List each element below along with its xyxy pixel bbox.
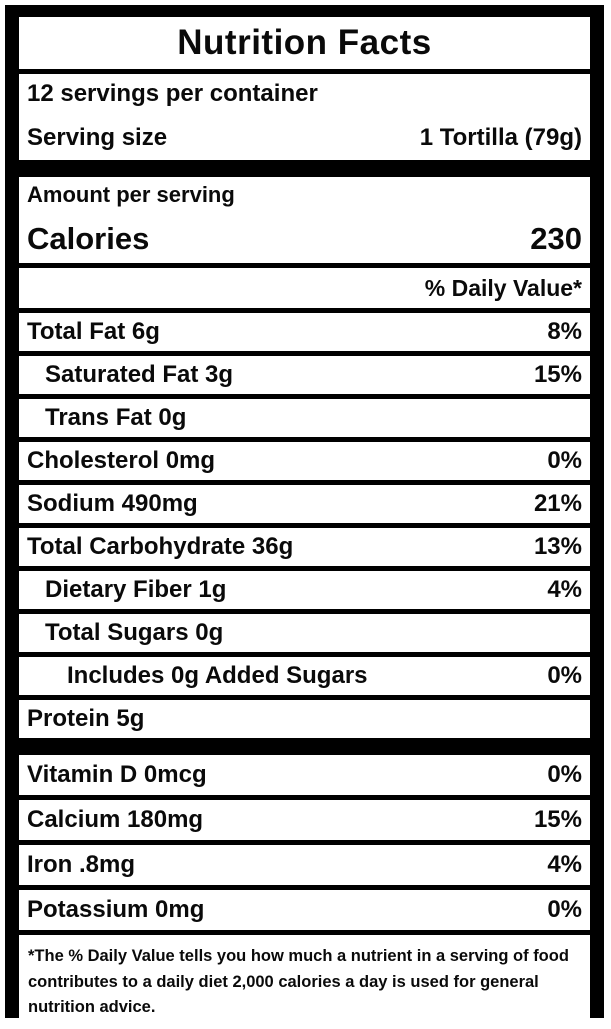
nutrient-dv: 0% (547, 662, 582, 689)
nutrient-row-total-sugars: Total Sugars 0g (19, 614, 590, 652)
nutrient-name: Total Fat 6g (27, 318, 160, 345)
nutrient-name: Vitamin D 0mcg (27, 761, 207, 788)
servings-section: 12 servings per container Serving size 1… (19, 74, 590, 160)
nutrient-name: Total Sugars 0g (45, 619, 224, 646)
nutrient-row-dietary-fiber: Dietary Fiber 1g 4% (19, 571, 590, 609)
nutrient-name: Total Carbohydrate 36g (27, 533, 294, 560)
nutrient-dv: 15% (533, 361, 582, 388)
nutrient-name: Includes 0g Added Sugars (67, 662, 368, 689)
nutrient-name: Potassium 0mg (27, 896, 205, 923)
calories-row: Calories 230 (27, 221, 582, 257)
calories-label: Calories (27, 221, 150, 256)
nutrient-row-iron: Iron .8mg 4% (19, 845, 590, 885)
nutrient-dv: 0% (547, 447, 582, 474)
nutrient-row-vitamin-d: Vitamin D 0mcg 0% (19, 755, 590, 795)
nutrient-row-potassium: Potassium 0mg 0% (19, 890, 590, 930)
nutrient-name: Cholesterol 0mg (27, 447, 216, 474)
nutrient-name: Protein 5g (27, 705, 145, 732)
nutrient-dv: 0% (547, 761, 582, 788)
nutrient-dv: 15% (533, 806, 582, 833)
calories-section: Amount per serving Calories 230 (19, 177, 590, 263)
nutrient-name: Trans Fat 0g (45, 404, 187, 431)
nutrient-name: Saturated Fat 3g (45, 361, 234, 388)
nutrient-row-cholesterol: Cholesterol 0mg 0% (19, 442, 590, 480)
nutrient-row-added-sugars: Includes 0g Added Sugars 0% (19, 657, 590, 695)
daily-value-header: % Daily Value* (19, 268, 590, 308)
nutrient-dv: 13% (533, 533, 582, 560)
nutrient-row-total-fat: Total Fat 6g 8% (19, 313, 590, 351)
nutrient-name: Sodium 490mg (27, 490, 198, 517)
nutrient-row-saturated-fat: Saturated Fat 3g 15% (19, 356, 590, 394)
nutrient-dv: 4% (547, 851, 582, 878)
serving-size-row: Serving size 1 Tortilla (79g) (27, 124, 582, 152)
nutrient-row-sodium: Sodium 490mg 21% (19, 485, 590, 523)
amount-per-serving-label: Amount per serving (27, 182, 235, 207)
nutrient-row-trans-fat: Trans Fat 0g (19, 399, 590, 437)
nutrient-dv: 4% (547, 576, 582, 603)
nutrient-row-calcium: Calcium 180mg 15% (19, 800, 590, 840)
nutrient-dv: 21% (533, 490, 582, 517)
nutrient-dv: 0% (547, 896, 582, 923)
nutrient-row-total-carbohydrate: Total Carbohydrate 36g 13% (19, 528, 590, 566)
nutrient-name: Calcium 180mg (27, 806, 204, 833)
nutrient-dv: 8% (547, 318, 582, 345)
label-title: Nutrition Facts (177, 23, 432, 62)
nutrition-facts-label: Nutrition Facts 12 servings per containe… (5, 5, 604, 1029)
nutrient-row-protein: Protein 5g (19, 700, 590, 738)
serving-size-label: Serving size (27, 124, 168, 151)
label-title-box: Nutrition Facts (19, 17, 590, 69)
section-divider (19, 743, 590, 750)
nutrient-name: Iron .8mg (27, 851, 136, 878)
daily-value-footnote: *The % Daily Value tells you how much a … (19, 935, 590, 1029)
nutrient-name: Dietary Fiber 1g (45, 576, 227, 603)
section-divider (19, 165, 590, 172)
calories-value: 230 (530, 221, 582, 256)
servings-per-container: 12 servings per container (27, 80, 318, 107)
serving-size-value: 1 Tortilla (79g) (419, 124, 582, 151)
